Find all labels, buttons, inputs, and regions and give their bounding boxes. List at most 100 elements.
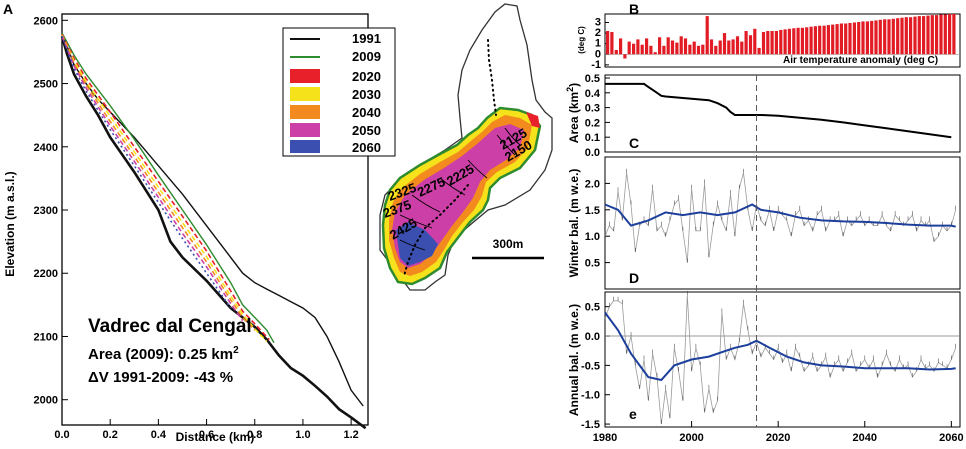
panel-d-ytick-label: 2.0 bbox=[585, 178, 600, 190]
panel-b-inner-label: Air temperature anomaly (deg C) bbox=[783, 55, 938, 66]
temperature-anomaly-bar bbox=[831, 24, 835, 55]
temperature-anomaly-bar bbox=[861, 21, 865, 55]
panel-a-ytick-label: 2500 bbox=[34, 79, 58, 91]
panel-a-ytick-label: 2100 bbox=[34, 331, 58, 343]
area-annotation: Area (2009): 0.25 km2 bbox=[88, 345, 239, 363]
panel-d-ylabel: Winter bal. (m w.e.) bbox=[567, 169, 581, 278]
panel-e-ytick-label: 0.0 bbox=[585, 331, 600, 343]
panel-d-ytick-label: 1.5 bbox=[585, 205, 600, 217]
temperature-anomaly-bar bbox=[952, 14, 956, 55]
panel-e-xtick-label: 2060 bbox=[939, 432, 963, 444]
panel-a-ylabel: Elevation (m a.s.l.) bbox=[3, 171, 17, 276]
temperature-anomaly-bar bbox=[727, 40, 731, 55]
volume-change-annotation: ΔV 1991-2009: -43 % bbox=[88, 369, 233, 386]
panel-a-series-line bbox=[61, 34, 268, 343]
glacier-area-line bbox=[605, 82, 952, 139]
temperature-anomaly-bar bbox=[670, 40, 675, 55]
panel-e-xtick-label: 2020 bbox=[766, 432, 790, 444]
legend-label-2050: 2050 bbox=[352, 123, 381, 138]
panel-a-xtick-label: 0.6 bbox=[199, 429, 214, 441]
panel-e-ytick-label: -0.5 bbox=[581, 360, 600, 372]
temperature-anomaly-bar bbox=[748, 35, 753, 55]
winter-balance-model-line bbox=[604, 203, 956, 228]
area-annotation-sup: 2 bbox=[233, 345, 239, 356]
temperature-anomaly-bar bbox=[930, 15, 934, 55]
temperature-anomaly-bar bbox=[735, 36, 740, 55]
glacier-title: Vadrec dal Cengal bbox=[88, 316, 252, 337]
temperature-anomaly-bar bbox=[792, 28, 796, 55]
temperature-anomaly-bar bbox=[714, 45, 718, 55]
panel-e-xtick-label: 2000 bbox=[679, 432, 703, 444]
panel-b-frame bbox=[604, 13, 961, 68]
temperature-anomaly-bar bbox=[787, 28, 791, 55]
panel-a-frame bbox=[61, 13, 369, 426]
temperature-anomaly-bar bbox=[922, 16, 926, 55]
temperature-anomaly-bar bbox=[848, 23, 852, 55]
panel-c-ytick-label: 0.5 bbox=[585, 73, 600, 85]
temperature-anomaly-bar bbox=[679, 36, 683, 55]
panel-b-ytick-label: 1 bbox=[595, 38, 601, 50]
temperature-anomaly-bar bbox=[796, 27, 800, 55]
temperature-anomaly-bar bbox=[779, 29, 783, 55]
temperature-anomaly-bar bbox=[813, 26, 817, 55]
panel-e-xtick-label: 1980 bbox=[593, 432, 617, 444]
temperature-anomaly-bar bbox=[709, 39, 714, 55]
panel-b-ylabel: (deg C) bbox=[577, 26, 586, 54]
temperature-anomaly-bar bbox=[900, 17, 904, 55]
temperature-anomaly-bar bbox=[822, 25, 826, 55]
temperature-anomaly-bar bbox=[761, 32, 766, 55]
temperature-anomaly-bar bbox=[870, 20, 874, 55]
temperature-anomaly-bar bbox=[878, 19, 882, 55]
temperature-anomaly-bar bbox=[640, 44, 644, 55]
glacier-map: 2125 2150 2225 2275 2325 2375 2425 300m bbox=[379, 3, 553, 291]
temperature-anomaly-bar bbox=[757, 47, 761, 55]
legend-label-2009: 2009 bbox=[352, 49, 381, 64]
panel-e-ylabel: Annual bal. (m w.e.) bbox=[567, 304, 581, 416]
map-scale-label: 300m bbox=[493, 237, 524, 251]
temperature-anomaly-bar bbox=[896, 18, 900, 55]
temperature-anomaly-bar bbox=[857, 22, 861, 55]
panel-b-ytick-label: 0 bbox=[595, 48, 601, 60]
panel-a-ytick-label: 2300 bbox=[34, 205, 58, 217]
panel-e: e Annual bal. (m w.e.) 0.5 0.0 -0.5 -1.0 -1.… bbox=[567, 290, 964, 444]
temperature-anomaly-bar bbox=[865, 21, 869, 55]
temperature-anomaly-bar bbox=[610, 32, 614, 55]
temperature-anomaly-bar bbox=[696, 45, 701, 55]
panel-label-a: A bbox=[3, 1, 13, 17]
temperature-anomaly-bar bbox=[844, 23, 848, 55]
temperature-anomaly-bar bbox=[943, 14, 947, 55]
panel-label-d: D bbox=[629, 270, 639, 286]
temperature-anomaly-bar bbox=[701, 44, 705, 55]
temperature-anomaly-bar bbox=[852, 22, 856, 55]
panel-a-xtick-label: 0.4 bbox=[151, 429, 167, 441]
temperature-anomaly-bar bbox=[731, 39, 735, 55]
map-zone-2020 bbox=[526, 112, 540, 128]
temperature-anomaly-bar bbox=[666, 37, 670, 55]
temperature-anomaly-bar bbox=[800, 27, 804, 55]
temperature-anomaly-bar bbox=[826, 25, 830, 55]
panel-a-xtick-label: 1.2 bbox=[343, 429, 358, 441]
temperature-anomaly-bar bbox=[722, 33, 727, 55]
panel-b-ytick-label: 3 bbox=[595, 16, 601, 28]
panel-c-ytick-label: 0.0 bbox=[585, 147, 600, 159]
temperature-anomaly-bar bbox=[948, 14, 952, 55]
area-annotation-text: Area (2009): 0.25 km bbox=[88, 346, 233, 363]
temperature-anomaly-bar bbox=[887, 19, 891, 55]
temperature-anomaly-bar bbox=[619, 38, 623, 55]
map-contour-line bbox=[467, 159, 488, 179]
temperature-anomaly-bar bbox=[645, 38, 649, 55]
panel-e-ytick-label: -1.5 bbox=[581, 419, 600, 431]
temperature-anomaly-bar bbox=[653, 52, 657, 55]
temperature-anomaly-bar bbox=[718, 40, 722, 55]
temperature-anomaly-bar bbox=[632, 43, 636, 55]
panel-c: C Area (km2) 0.5 0.4 0.3 0.2 0.1 0.0 bbox=[565, 73, 961, 159]
panel-a-xtick-label: 0.2 bbox=[103, 429, 118, 441]
temperature-anomaly-bar bbox=[770, 31, 774, 55]
legend-label-1991: 1991 bbox=[352, 31, 381, 46]
temperature-anomaly-bar bbox=[658, 37, 662, 55]
temperature-anomaly-bar bbox=[935, 15, 939, 55]
map-flowline-upper bbox=[487, 39, 497, 116]
temperature-anomaly-bar bbox=[744, 31, 748, 55]
legend-swatch-2020 bbox=[290, 69, 320, 83]
temperature-anomaly-bar bbox=[774, 31, 778, 55]
